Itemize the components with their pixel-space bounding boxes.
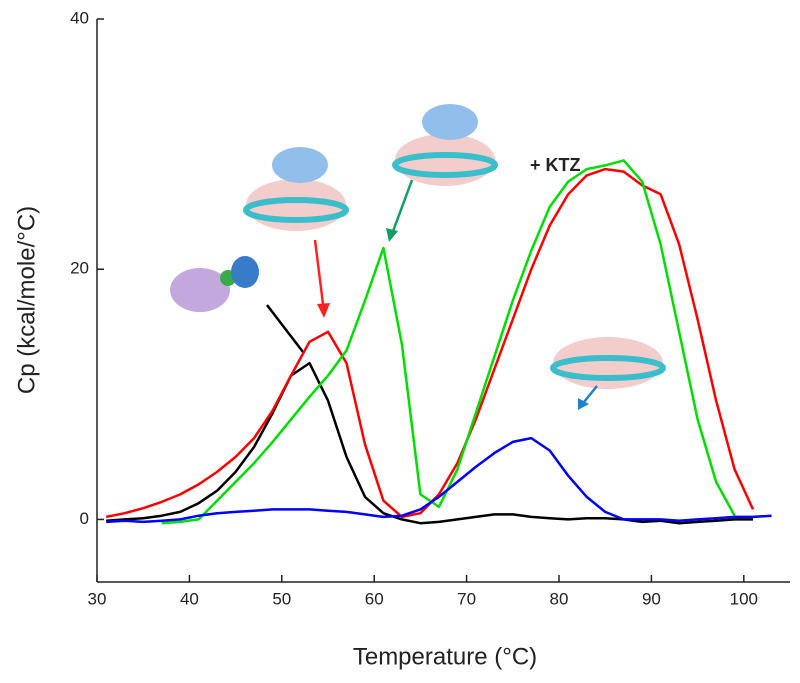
x-tick-label: 90 bbox=[642, 589, 661, 608]
arrows bbox=[266, 179, 598, 410]
x-tick-label: 60 bbox=[365, 589, 384, 608]
y-tick-label: 0 bbox=[80, 509, 89, 528]
illustration bbox=[170, 104, 666, 389]
series-line bbox=[105, 167, 755, 519]
x-tick-label: 70 bbox=[457, 589, 476, 608]
y-tick-label: 20 bbox=[70, 259, 89, 278]
x-axis-title: Temperature (°C) bbox=[353, 643, 537, 670]
x-tick-label: 80 bbox=[550, 589, 569, 608]
series-line bbox=[106, 436, 772, 524]
x-tick-label: 50 bbox=[272, 589, 291, 608]
y-axis-title: Cp (kcal/mole/°C) bbox=[13, 206, 40, 394]
x-tick-label: 30 bbox=[88, 589, 107, 608]
y-tick-label: 40 bbox=[70, 8, 89, 27]
series-line bbox=[106, 361, 753, 525]
x-tick-label: 100 bbox=[730, 589, 758, 608]
annotation: + KTZ bbox=[530, 155, 581, 175]
x-tick-label: 40 bbox=[180, 589, 199, 608]
